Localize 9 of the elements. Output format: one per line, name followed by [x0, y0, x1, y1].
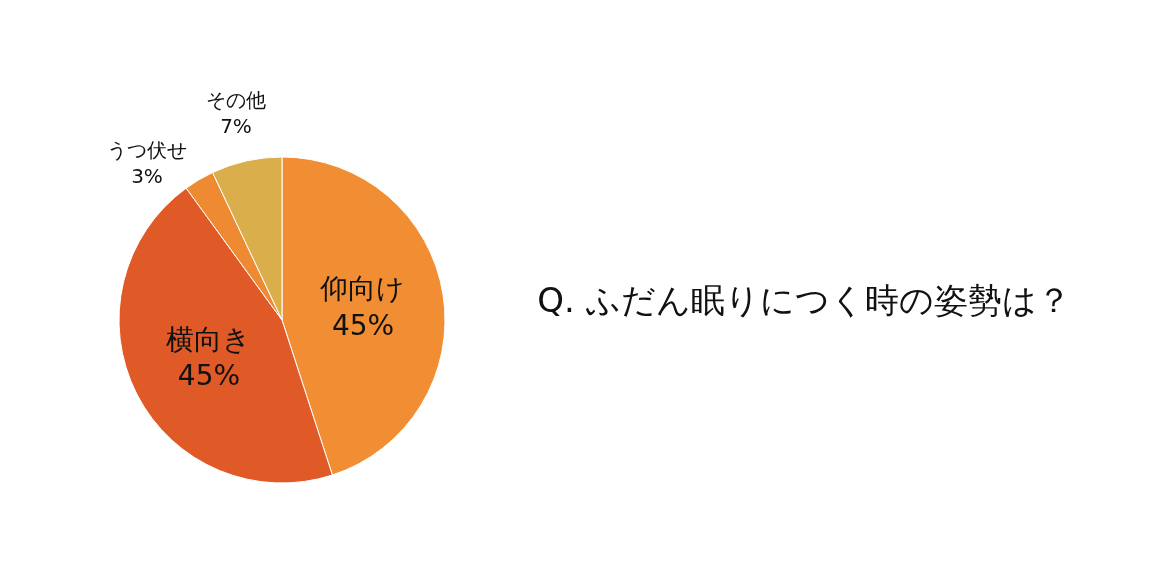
data-label: 3% [131, 164, 163, 188]
slice-label: 仰向け [320, 272, 406, 306]
slice-label: うつ伏せ [107, 138, 187, 162]
data-label: 45% [331, 308, 395, 342]
data-label: 7% [220, 114, 252, 138]
data-label: 45% [177, 358, 241, 392]
text: Q. ふだん眠りにつく時の姿勢は？ [537, 279, 1071, 320]
slice-label: その他 [206, 88, 266, 112]
slice-label: 横向き [166, 322, 252, 356]
